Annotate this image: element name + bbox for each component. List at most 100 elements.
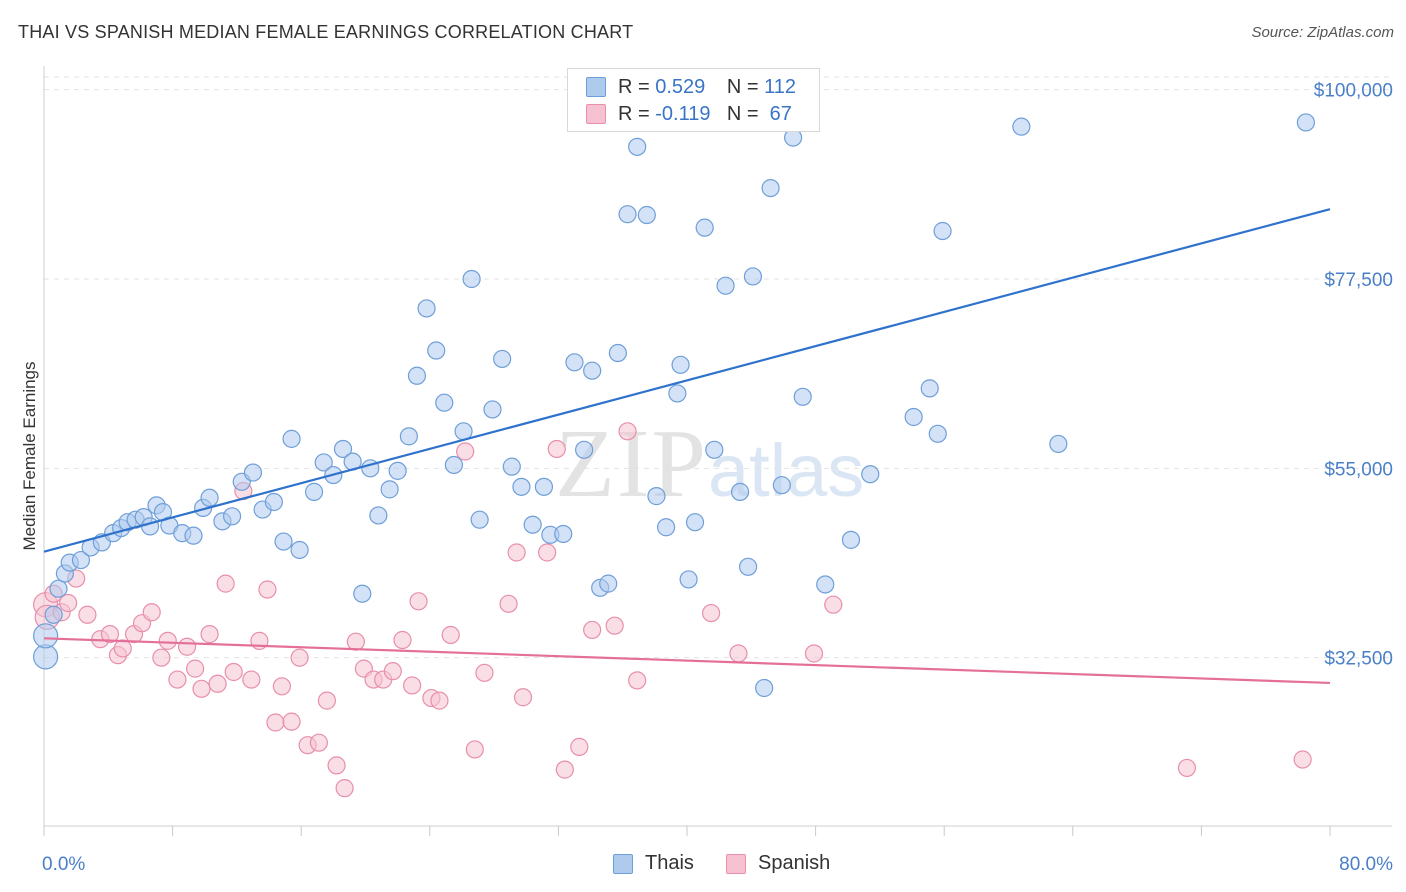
thais-point <box>575 440 594 459</box>
thais-point <box>1012 117 1031 136</box>
thais-point <box>304 482 324 501</box>
spanish-point <box>547 439 566 459</box>
thais-point <box>755 678 774 698</box>
spanish-point <box>59 593 78 613</box>
thais-point <box>71 550 91 570</box>
spanish-point <box>409 592 428 611</box>
trend-lines <box>43 208 1331 685</box>
spanish-point <box>465 740 484 759</box>
thais-swatch <box>586 77 606 97</box>
y-tick-label: $32,500 <box>1324 649 1393 670</box>
spanish-point <box>618 422 637 441</box>
spanish-point <box>158 631 177 650</box>
spanish-point <box>441 625 460 645</box>
thais-point <box>685 513 705 532</box>
spanish-point <box>403 676 422 695</box>
x-tick-label-max: 80.0% <box>1339 854 1393 875</box>
legend-spanish-label: Spanish <box>758 852 831 874</box>
thais-point <box>483 400 502 419</box>
legend-thais-label: Thais <box>645 852 694 874</box>
spanish-point <box>346 632 365 651</box>
tick-labels: $32,500 $55,000 $77,500 $100,000 0.0% 80.0% Me… <box>20 81 1393 875</box>
thais-point <box>502 457 521 476</box>
spanish-point <box>729 644 748 663</box>
spanish-points <box>33 422 1312 798</box>
thais-point <box>679 570 698 589</box>
thais-point <box>388 461 407 480</box>
thais-point <box>738 557 758 576</box>
spanish-point <box>393 630 412 650</box>
thais-point <box>861 465 880 484</box>
x-tick-label-min: 0.0% <box>42 854 85 875</box>
spanish-point <box>605 616 624 635</box>
stats-row-thais: R = 0.529 N = 112 <box>586 75 796 99</box>
spanish-point <box>383 662 402 681</box>
thais-point <box>657 518 676 537</box>
spanish-point <box>309 733 328 752</box>
thais-point <box>49 579 68 598</box>
thais-point <box>380 480 399 499</box>
thais-point <box>462 269 481 289</box>
thais-point <box>920 379 939 398</box>
thais-point <box>435 393 454 412</box>
thais-point <box>184 526 203 545</box>
thais-point <box>599 574 618 593</box>
thais-point <box>222 507 242 526</box>
thais-point <box>369 506 388 525</box>
thais-point <box>743 267 763 286</box>
spanish-point <box>335 779 354 798</box>
spanish-point <box>1293 750 1312 769</box>
spanish-point <box>804 644 824 663</box>
thais-point <box>618 205 637 224</box>
thais-point <box>1049 434 1068 454</box>
thais-point <box>647 487 666 506</box>
spanish-n-value: 67 <box>769 102 792 125</box>
spanish-point <box>538 543 557 562</box>
thais-point <box>565 353 584 372</box>
spanish-point <box>242 670 261 689</box>
thais-point <box>928 424 947 443</box>
legend-thais-swatch <box>613 853 633 874</box>
spanish-point <box>113 639 132 658</box>
thais-point <box>628 137 647 156</box>
thais-r-label: R = <box>618 75 650 98</box>
spanish-point <box>168 670 187 689</box>
thais-point <box>282 429 301 448</box>
spanish-trend-line <box>43 637 1331 685</box>
spanish-n-label: N = <box>726 102 759 125</box>
spanish-point <box>282 712 301 731</box>
spanish-point <box>186 659 205 678</box>
legend-spanish-swatch <box>726 853 746 874</box>
spanish-r-label: R = <box>618 102 650 125</box>
spanish-point <box>272 677 292 696</box>
spanish-point <box>142 603 161 622</box>
spanish-point <box>583 620 602 640</box>
thais-point <box>399 427 419 446</box>
spanish-point <box>78 605 97 624</box>
thais-point <box>493 349 512 369</box>
thais-point <box>407 366 427 385</box>
spanish-point <box>513 688 533 707</box>
thais-point <box>761 178 780 198</box>
spanish-swatch <box>586 104 606 124</box>
spanish-point <box>1177 758 1197 778</box>
thais-point <box>417 299 436 318</box>
spanish-point <box>266 713 285 732</box>
thais-point <box>33 644 59 670</box>
thais-point <box>1296 113 1315 132</box>
y-axis-label: Median Female Earnings <box>20 362 39 551</box>
spanish-point <box>570 737 589 756</box>
thais-point <box>427 341 446 360</box>
legend-item-thais: Thais <box>613 852 694 875</box>
thais-point <box>274 532 293 551</box>
thais-point <box>772 476 791 495</box>
spanish-point <box>475 663 494 682</box>
spanish-point <box>208 674 227 693</box>
thais-point <box>793 387 812 406</box>
source-label: Source: ZipAtlas.com <box>1251 24 1394 41</box>
thais-point <box>695 218 714 237</box>
thais-point <box>705 440 724 459</box>
spanish-point <box>499 594 518 613</box>
spanish-point <box>152 648 171 667</box>
